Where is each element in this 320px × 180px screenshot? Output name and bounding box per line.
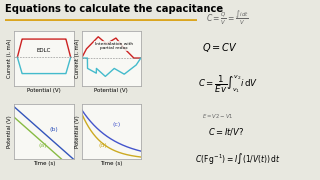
Y-axis label: Potential (V): Potential (V)	[75, 116, 79, 148]
X-axis label: Potential (V): Potential (V)	[27, 88, 61, 93]
Text: (a): (a)	[38, 143, 47, 148]
Text: $C=\dfrac{1}{Ev}\int_{v_1}^{v_2}i\,\mathrm{d}V$: $C=\dfrac{1}{Ev}\int_{v_1}^{v_2}i\,\math…	[198, 74, 258, 95]
X-axis label: Potential (V): Potential (V)	[94, 88, 128, 93]
Text: $C=\frac{Q}{V}=\frac{\int i\,dt}{V}$: $C=\frac{Q}{V}=\frac{\int i\,dt}{V}$	[206, 8, 250, 27]
Text: $Q = CV$: $Q = CV$	[202, 40, 237, 53]
Text: Equations to calculate the capacitance: Equations to calculate the capacitance	[5, 4, 223, 15]
Text: (d): (d)	[98, 143, 107, 148]
Text: EDLC: EDLC	[37, 48, 51, 53]
Text: (c): (c)	[112, 122, 121, 127]
Text: $C{=}It/V?$: $C{=}It/V?$	[208, 126, 244, 137]
Text: $C(\mathrm{F\,g}^{-1})=I\int(1/V(t))\,\mathrm{d}t$: $C(\mathrm{F\,g}^{-1})=I\int(1/V(t))\,\m…	[195, 151, 281, 166]
Y-axis label: Current (i, mA): Current (i, mA)	[7, 38, 12, 78]
Y-axis label: Potential (V): Potential (V)	[7, 116, 12, 148]
X-axis label: Time (s): Time (s)	[100, 161, 122, 166]
Text: (b): (b)	[50, 127, 59, 132]
X-axis label: Time (s): Time (s)	[33, 161, 55, 166]
Text: $E=V2-V1$: $E=V2-V1$	[202, 112, 234, 120]
Y-axis label: Current (i, mA): Current (i, mA)	[75, 38, 79, 78]
Text: Intercalation with
partial redox: Intercalation with partial redox	[94, 42, 132, 50]
